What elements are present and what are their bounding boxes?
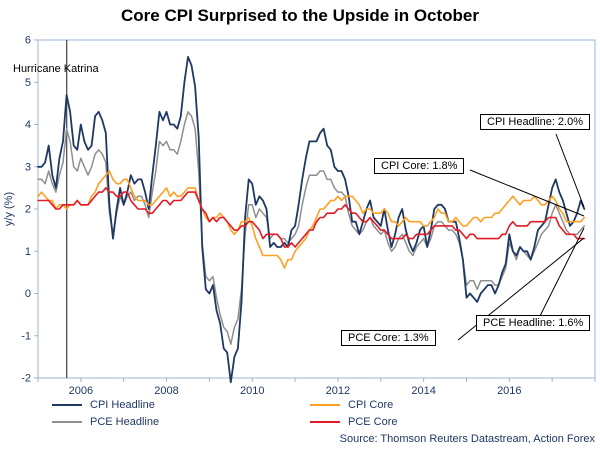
legend-item-cpi-headline: CPI Headline: [52, 399, 310, 411]
pce-headline-line-swatch: [52, 421, 82, 423]
chart-title: Core CPI Surprised to the Upside in Octo…: [121, 6, 479, 25]
hurricane-katrina-label: Hurricane Katrina: [13, 63, 99, 75]
legend-item-pce-core: PCE Core: [310, 416, 398, 428]
svg-text:0: 0: [25, 288, 31, 300]
y-axis-label: y/y (%): [3, 192, 15, 226]
cpi-headline-callout: CPI Headline: 2.0%: [480, 114, 590, 130]
svg-text:-1: -1: [21, 330, 31, 342]
legend-item-cpi-core: CPI Core: [310, 399, 398, 411]
pce-headline-leader-line: [539, 227, 585, 317]
legend-label: PCE Core: [348, 416, 398, 428]
legend-label: PCE Headline: [90, 416, 160, 428]
svg-text:2008: 2008: [154, 385, 178, 397]
svg-text:4: 4: [25, 119, 31, 131]
cpi-headline-leader-line: [555, 133, 585, 208]
source-attribution: Source: Thomson Reuters Datastream, Acti…: [339, 433, 595, 445]
legend-label: CPI Headline: [90, 399, 155, 411]
svg-text:1: 1: [25, 246, 31, 258]
svg-text:3: 3: [25, 161, 31, 173]
svg-text:2014: 2014: [411, 385, 435, 397]
svg-text:2006: 2006: [69, 385, 93, 397]
svg-text:-2: -2: [21, 373, 31, 385]
legend-item-pce-headline: PCE Headline: [52, 416, 310, 428]
pce-core-line-swatch: [310, 421, 340, 423]
pce-headline-callout: PCE Headline: 1.6%: [476, 315, 591, 331]
legend-label: CPI Core: [348, 399, 394, 411]
pce-core-callout: PCE Core: 1.3%: [341, 330, 436, 346]
svg-text:5: 5: [25, 77, 31, 89]
cpi-core-line-swatch: [310, 404, 340, 406]
cpi-headline-line-swatch: [52, 404, 82, 406]
cpi-core-leader-line: [469, 169, 585, 217]
chart-legend: CPI Headline CPI Core PCE Headline PCE C…: [52, 399, 398, 428]
svg-text:2: 2: [25, 204, 31, 216]
svg-text:2012: 2012: [326, 385, 350, 397]
svg-text:2016: 2016: [497, 385, 521, 397]
svg-text:6: 6: [25, 35, 31, 47]
cpi-core-callout: CPI Core: 1.8%: [374, 158, 465, 174]
svg-text:2010: 2010: [240, 385, 264, 397]
